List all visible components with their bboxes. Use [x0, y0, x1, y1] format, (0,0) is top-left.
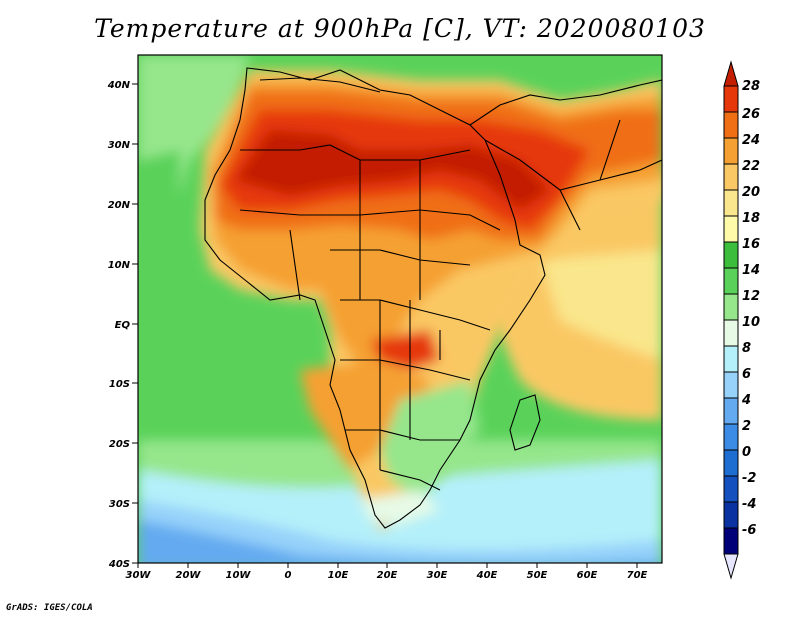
coastlines — [204, 67, 662, 529]
colorbar-box — [723, 293, 739, 321]
colorbar-box — [723, 267, 739, 295]
colorbar-label: -6 — [742, 523, 756, 538]
temperature-field — [138, 55, 662, 563]
lon-label-50e: 50E — [527, 570, 548, 581]
lon-label-20e: 20E — [377, 570, 398, 581]
colorbar-top-arrow — [723, 60, 739, 87]
colorbar-box — [723, 85, 739, 113]
lat-label-40s: 40S — [108, 559, 130, 570]
colorbar-labels: 28 26 24 22 20 18 16 14 12 10 8 6 4 2 0 … — [741, 79, 760, 538]
colorbar-box — [723, 163, 739, 191]
colorbar-box — [723, 345, 739, 373]
colorbar-box — [723, 241, 739, 269]
colorbar-label: 4 — [741, 393, 751, 408]
colorbar-label: 20 — [742, 185, 760, 200]
colorbar-label: 28 — [742, 79, 760, 94]
colorbar-label: 22 — [742, 159, 760, 174]
colorbar-box — [723, 215, 739, 243]
colorbar-box — [723, 397, 739, 425]
lon-label-10w: 10W — [226, 570, 252, 581]
colorbar-label: 6 — [742, 367, 751, 382]
lon-label-30e: 30E — [427, 570, 448, 581]
colorbar-box — [723, 449, 739, 477]
map-title: Temperature at 900hPa [C], VT: 202008010… — [94, 14, 706, 43]
lat-label-10n: 10N — [108, 260, 131, 271]
colorbar-box — [723, 111, 739, 139]
colorbar-label: 26 — [742, 107, 760, 122]
lat-label-20s: 20S — [109, 439, 130, 450]
lat-axis: 40N 30N 20N 10N EQ 10S 20S 30S 40S — [107, 80, 138, 570]
lat-label-10s: 10S — [109, 379, 130, 390]
colorbar-label: -4 — [742, 497, 756, 512]
lat-label-30n: 30N — [108, 140, 131, 151]
colorbar-label: 16 — [742, 237, 760, 252]
colorbar-label: 14 — [742, 263, 760, 278]
colorbar-label: 0 — [742, 445, 751, 460]
colorbar-box — [723, 475, 739, 503]
lat-label-30s: 30S — [109, 499, 130, 510]
lat-label-20n: 20N — [108, 200, 131, 211]
colorbar — [723, 60, 739, 580]
lat-label-eq: EQ — [115, 320, 131, 331]
colorbar-box — [723, 423, 739, 451]
lon-label-20w: 20W — [176, 570, 202, 581]
colorbar-label: 8 — [742, 341, 751, 356]
colorbar-label: 18 — [742, 211, 760, 226]
lon-label-60e: 60E — [577, 570, 598, 581]
colorbar-label: -2 — [742, 471, 756, 486]
colorbar-label: 24 — [742, 133, 760, 148]
colorbar-label: 10 — [742, 315, 760, 330]
lon-label-30w: 30W — [126, 570, 152, 581]
colorbar-box — [723, 501, 739, 529]
map-frame — [137, 54, 663, 564]
colorbar-box — [723, 137, 739, 165]
colorbar-label: 2 — [742, 419, 751, 434]
lon-axis: 30W 20W 10W 0 10E 20E 30E 40E 50E 60E 70… — [126, 563, 648, 581]
lon-label-40e: 40E — [476, 570, 498, 581]
colorbar-bottom-arrow — [723, 553, 739, 580]
colorbar-box — [723, 319, 739, 347]
lon-label-70e: 70E — [627, 570, 648, 581]
colorbar-box — [723, 189, 739, 217]
colorbar-box — [723, 527, 739, 555]
colorbar-box — [723, 371, 739, 399]
credit-text: GrADS: IGES/COLA — [6, 603, 93, 613]
colorbar-label: 12 — [742, 289, 760, 304]
lon-label-0: 0 — [285, 570, 292, 581]
lat-label-40n: 40N — [107, 80, 131, 91]
lon-label-10e: 10E — [328, 570, 349, 581]
